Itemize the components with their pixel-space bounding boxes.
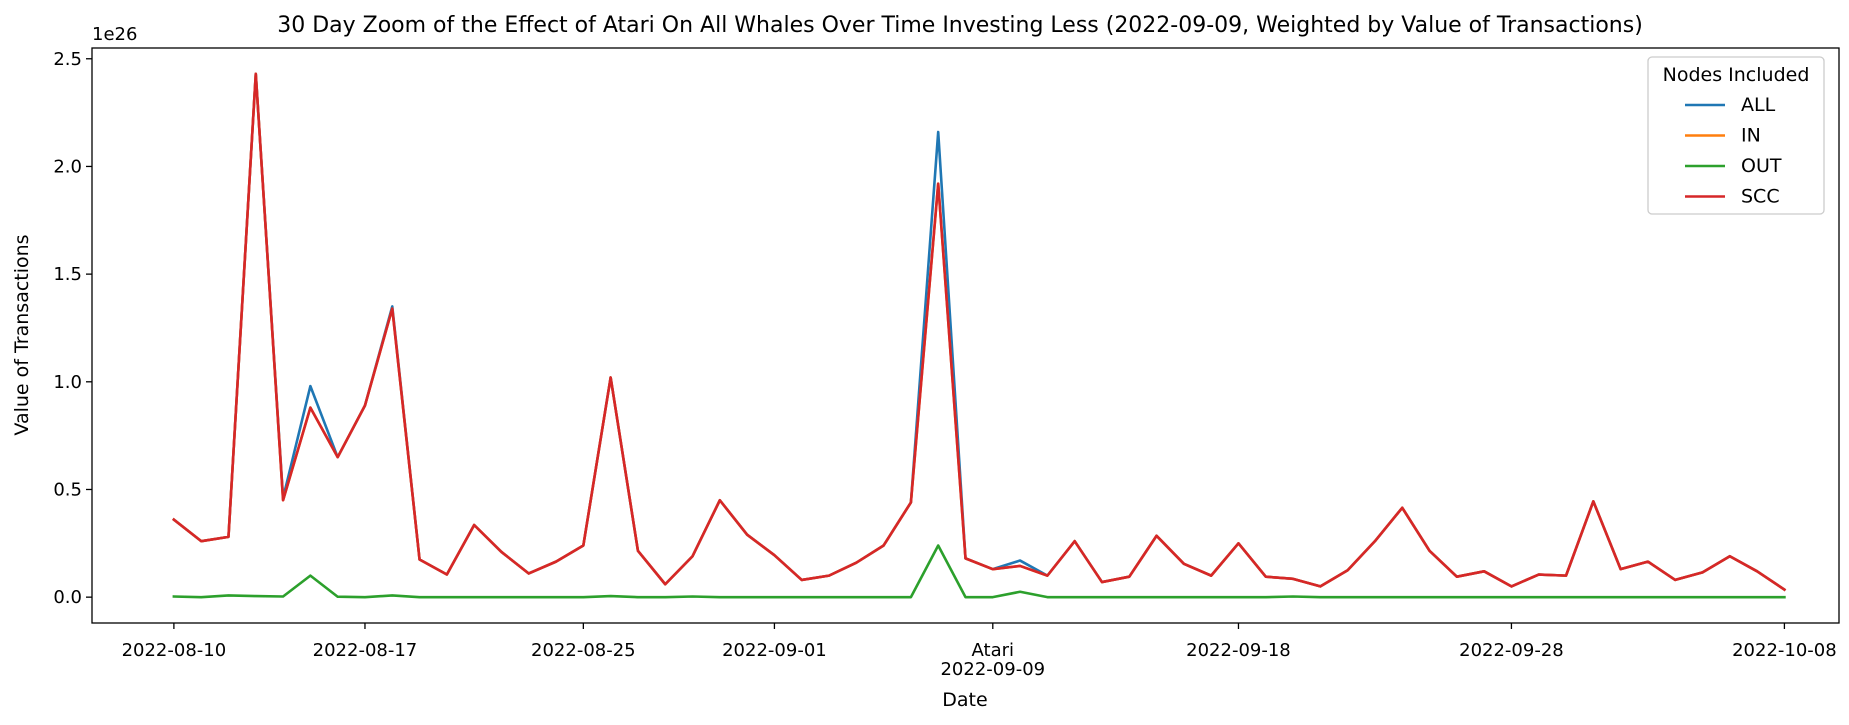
x-tick-label: 2022-08-10 [122, 640, 227, 661]
series-layer [172, 72, 1787, 599]
legend-label-out: OUT [1741, 155, 1782, 177]
y-tick-label: 0.5 [53, 479, 82, 500]
x-tick-label: 2022-09-01 [722, 640, 827, 661]
legend-label-in: IN [1741, 125, 1761, 147]
x-tick-label: 2022-10-08 [1732, 640, 1837, 661]
plot-area [91, 47, 1840, 624]
legend-label-scc: SCC [1741, 186, 1780, 208]
legend-title: Nodes Included [1663, 64, 1810, 86]
x-tick-label: 2022-09-09 [940, 659, 1045, 680]
y-tick-label: 1.0 [53, 372, 82, 393]
y-offset-text: 1e26 [92, 24, 137, 45]
plot-frame [91, 47, 1840, 624]
x-tick-label: 2022-09-28 [1459, 640, 1564, 661]
y-axis: 0.0 0.5 1.0 1.5 2.0 2.5 [53, 49, 92, 608]
x-tick-label: 2022-09-18 [1186, 640, 1291, 661]
y-tick-label: 0.0 [53, 587, 82, 608]
x-axis-label: Date [942, 689, 987, 711]
y-axis-label: Value of Transactions [11, 234, 33, 435]
x-tick-label: 2022-08-25 [531, 640, 636, 661]
x-axis: 2022-08-10 2022-08-17 2022-08-25 2022-09-01… [122, 623, 1837, 680]
chart-title: 30 Day Zoom of the Effect of Atari On Al… [277, 13, 1643, 38]
legend-label-all: ALL [1741, 94, 1776, 116]
x-tick-label: 2022-08-17 [313, 640, 418, 661]
series-line-out [172, 544, 1786, 599]
y-tick-label: 2.5 [53, 49, 82, 70]
legend-box [1647, 56, 1825, 215]
series-line-scc [172, 72, 1787, 592]
y-tick-label: 2.0 [53, 156, 82, 177]
legend: Nodes Included ALL IN OUT SCC [1647, 56, 1825, 215]
event-annotation-label: Atari [972, 640, 1015, 661]
y-tick-label: 1.5 [53, 264, 82, 285]
